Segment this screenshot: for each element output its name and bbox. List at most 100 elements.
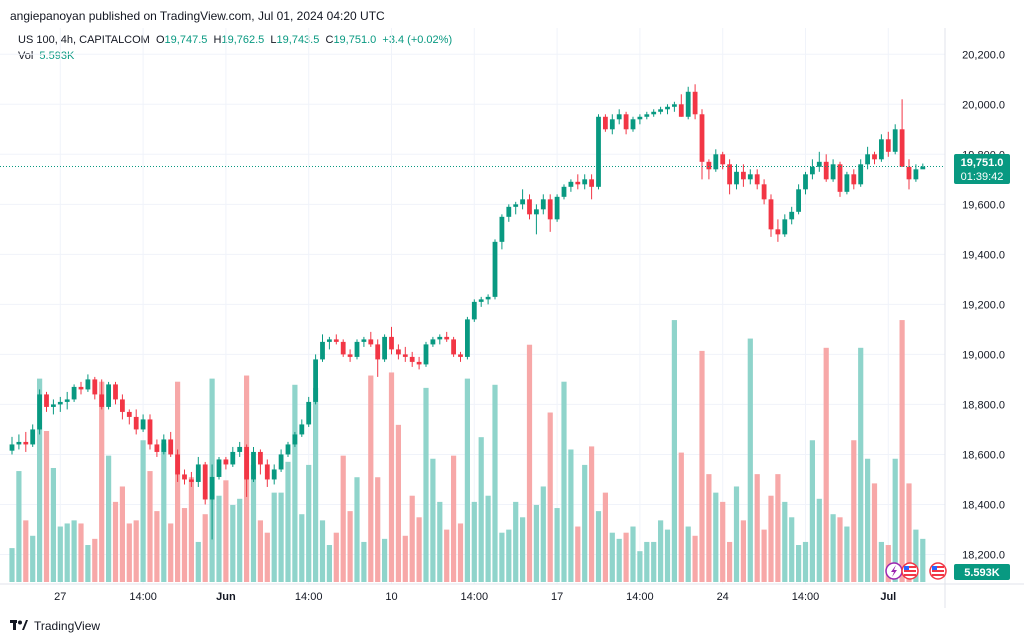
footer-brand[interactable]: TradingView (10, 619, 100, 633)
candle-body (347, 354, 353, 357)
volume-bar (444, 529, 450, 582)
candle-body (471, 301, 477, 320)
volume-bar (664, 529, 671, 582)
candle-body (237, 446, 243, 452)
volume-bar (37, 378, 43, 582)
candle-body (209, 476, 215, 500)
candle-body (789, 211, 795, 220)
volume-bar (547, 412, 553, 582)
volume-bar (733, 486, 740, 582)
candle-body (782, 219, 788, 235)
volume-bar (671, 320, 677, 582)
candle-body (9, 444, 15, 451)
candle-body (437, 336, 443, 340)
event-icons[interactable] (885, 562, 947, 580)
high-value: 19,762.5 (221, 34, 265, 46)
time-tick-label: 17 (551, 591, 563, 603)
volume-bar (250, 464, 257, 582)
candle-body (368, 339, 374, 345)
candle-body (416, 361, 422, 365)
candle-body (147, 419, 153, 445)
candle-body (754, 174, 760, 185)
footer-brand-label: TradingView (34, 619, 101, 633)
high-label: H (213, 34, 222, 46)
volume-bar (692, 535, 698, 582)
candle-body (761, 184, 767, 200)
candle-body (506, 206, 512, 217)
volume-bar (347, 511, 353, 582)
last-volume-badge-bg (954, 564, 1010, 580)
volume-bar (188, 477, 194, 582)
symbol-legend[interactable]: US 100, 4h, CAPITALCOM O19,747.5 H19,762… (18, 34, 452, 46)
price-tick-label: 19,400.0 (962, 249, 1005, 261)
volume-bar (899, 320, 905, 582)
volume-bar (520, 517, 526, 582)
volume-bar (85, 545, 91, 582)
flag-stripe-icon (932, 570, 944, 572)
tradingview-logo-icon (10, 620, 28, 632)
volume-bar (430, 458, 436, 582)
low-label: L (270, 34, 277, 46)
time-axis[interactable]: 27 14:00 Jun 14:00 10 14:00 17 14:00 24 14:00 Jul (54, 591, 896, 603)
volume-bar (706, 474, 712, 582)
volume-bar (319, 520, 326, 582)
candle-body (402, 354, 408, 357)
candle-body (803, 174, 808, 190)
volume-bar (823, 347, 829, 582)
candle-body (120, 399, 125, 412)
candle-body (51, 404, 56, 407)
volume-bar (913, 529, 919, 582)
volume-bar (464, 378, 470, 582)
last-volume-label: 5.593K (964, 567, 1000, 579)
published-caption: angiepanoyan published on TradingView.co… (10, 9, 385, 23)
volume-bar (727, 541, 733, 582)
candle-body (879, 139, 884, 160)
candle-body (899, 129, 905, 167)
candle-body (678, 104, 684, 117)
volume-bar (457, 523, 464, 582)
change-value: +3.4 (+0.02%) (382, 34, 453, 46)
flag-canton-icon (932, 566, 937, 570)
volume-bars (9, 320, 926, 582)
volume-bar (568, 449, 574, 582)
symbol-name[interactable]: US 100, 4h, CAPITALCOM (18, 34, 150, 46)
volume-bar (796, 545, 802, 582)
volume-bar (202, 514, 208, 582)
time-tick-label: Jun (216, 591, 236, 603)
volume-bar (313, 387, 319, 582)
price-axis[interactable]: 20,200.020,000.019,800.019,600.019,400.0… (962, 49, 1005, 561)
candle-body (244, 446, 249, 480)
candle-body (651, 111, 657, 115)
volume-label: Vol (18, 50, 34, 62)
candle-body (382, 336, 387, 360)
close-value: 19,751.0 (333, 34, 377, 46)
candle-body (230, 451, 236, 465)
volume-bar (230, 504, 236, 582)
candle-body (78, 386, 84, 390)
volume-legend[interactable]: Vol 5.593K (18, 50, 74, 62)
price-tick-label: 19,000.0 (962, 349, 1005, 361)
volume-bar (375, 477, 381, 582)
candle-body (320, 341, 325, 360)
volume-bar (478, 437, 484, 582)
volume-bar (809, 440, 815, 582)
candle-body (658, 109, 663, 112)
volume-bar (554, 508, 560, 582)
candle-body (554, 196, 560, 220)
volume-bar (299, 514, 305, 582)
candle-body (637, 116, 643, 120)
volume-bar (802, 541, 809, 582)
candlesticks (9, 84, 926, 540)
price-tick-label: 18,400.0 (962, 499, 1005, 511)
candle-body (451, 339, 456, 355)
volume-bar (906, 483, 912, 582)
volume-bar (851, 440, 857, 582)
candle-body (589, 179, 594, 187)
time-tick-label: 27 (54, 591, 66, 603)
volume-bar (306, 464, 312, 582)
volume-bar (658, 520, 664, 582)
volume-bar (181, 508, 188, 582)
last-price-badge-bg (954, 154, 1010, 184)
candle-body (251, 451, 256, 480)
